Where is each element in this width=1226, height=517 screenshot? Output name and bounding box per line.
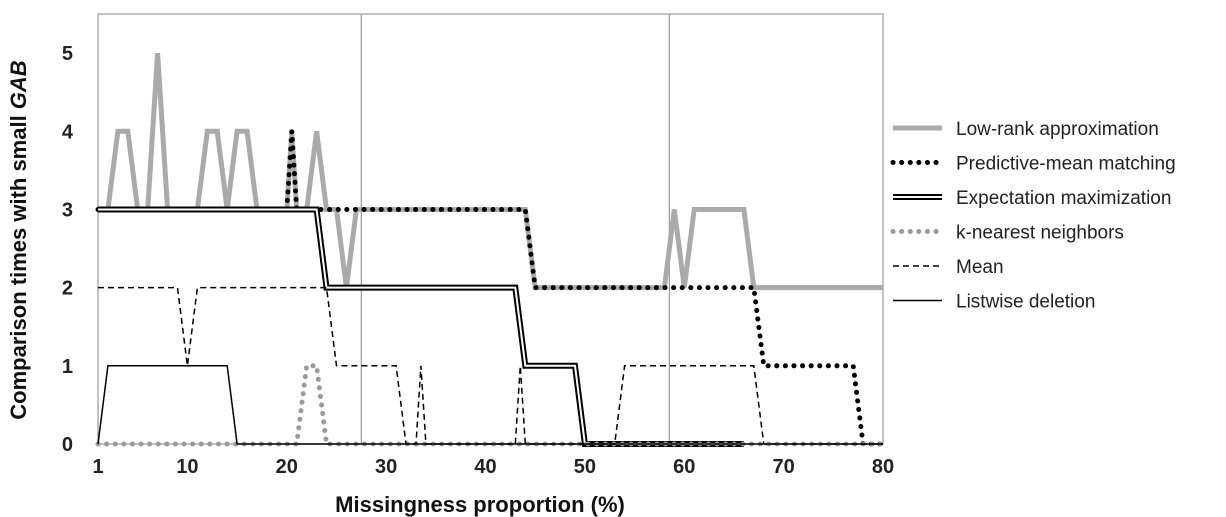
x-tick-label: 70 (773, 456, 795, 478)
x-tick-label: 40 (474, 456, 496, 478)
x-tick-label: 60 (673, 456, 695, 478)
legend-item-expectation-maximization: Expectation maximization (893, 188, 1171, 209)
series-line-expectation-maximization-inner (98, 208, 744, 445)
series-line-expectation-maximization (98, 206, 744, 447)
x-tick-label: 80 (872, 456, 894, 478)
series-low-rank-approximation (98, 52, 883, 291)
series-k-nearest-neighbors (95, 363, 886, 447)
x-tick-labels: 1 10 20 30 40 50 60 70 80 (92, 456, 894, 478)
y-tick-label: 1 (62, 356, 73, 378)
legend-label: Predictive-mean matching (956, 154, 1176, 175)
legend-item-predictive-mean-matching: Predictive-mean matching (890, 154, 1176, 175)
y-axis-title-emph: GAB (6, 60, 31, 109)
legend-item-listwise-deletion: Listwise deletion (893, 292, 1095, 313)
y-tick-label: 0 (62, 434, 73, 456)
x-tick-label: 1 (92, 456, 103, 478)
series-line-listwise-deletion (97, 365, 883, 445)
x-tick-label: 20 (276, 456, 298, 478)
series-line-low-rank-approximation (98, 52, 883, 291)
y-tick-labels: 0 1 2 3 4 5 (62, 43, 74, 456)
legend-label: Listwise deletion (956, 292, 1095, 313)
series-mean (98, 286, 883, 445)
y-tick-label: 2 (62, 278, 73, 300)
legend-label: k-nearest neighbors (956, 223, 1124, 244)
legend-item-low-rank-approximation: Low-rank approximation (893, 119, 1159, 140)
y-axis-title: Comparison times with small GAB (6, 60, 31, 420)
series-layer (95, 52, 886, 447)
series-line-k-nearest-neighbors (95, 363, 886, 447)
legend: Low-rank approximation Predictive-mean ma… (890, 119, 1176, 313)
legend-label: Mean (956, 257, 1004, 278)
series-listwise-deletion (97, 365, 883, 445)
x-tick-label: 50 (574, 456, 596, 478)
y-tick-label: 5 (62, 43, 73, 65)
series-line-mean (98, 286, 883, 445)
x-tick-label: 30 (375, 456, 397, 478)
y-tick-label: 3 (62, 199, 73, 221)
legend-item-k-nearest-neighbors: k-nearest neighbors (890, 223, 1124, 244)
y-axis-title-main: Comparison times with small (6, 109, 31, 420)
x-tick-label: 10 (176, 456, 198, 478)
legend-label: Expectation maximization (956, 188, 1171, 209)
legend-item-mean: Mean (893, 257, 1004, 278)
legend-label: Low-rank approximation (956, 119, 1159, 140)
plot-frame (97, 13, 884, 445)
x-axis-title: Missingness proportion (%) (335, 492, 625, 517)
series-expectation-maximization (98, 206, 744, 447)
y-tick-label: 4 (62, 121, 74, 143)
